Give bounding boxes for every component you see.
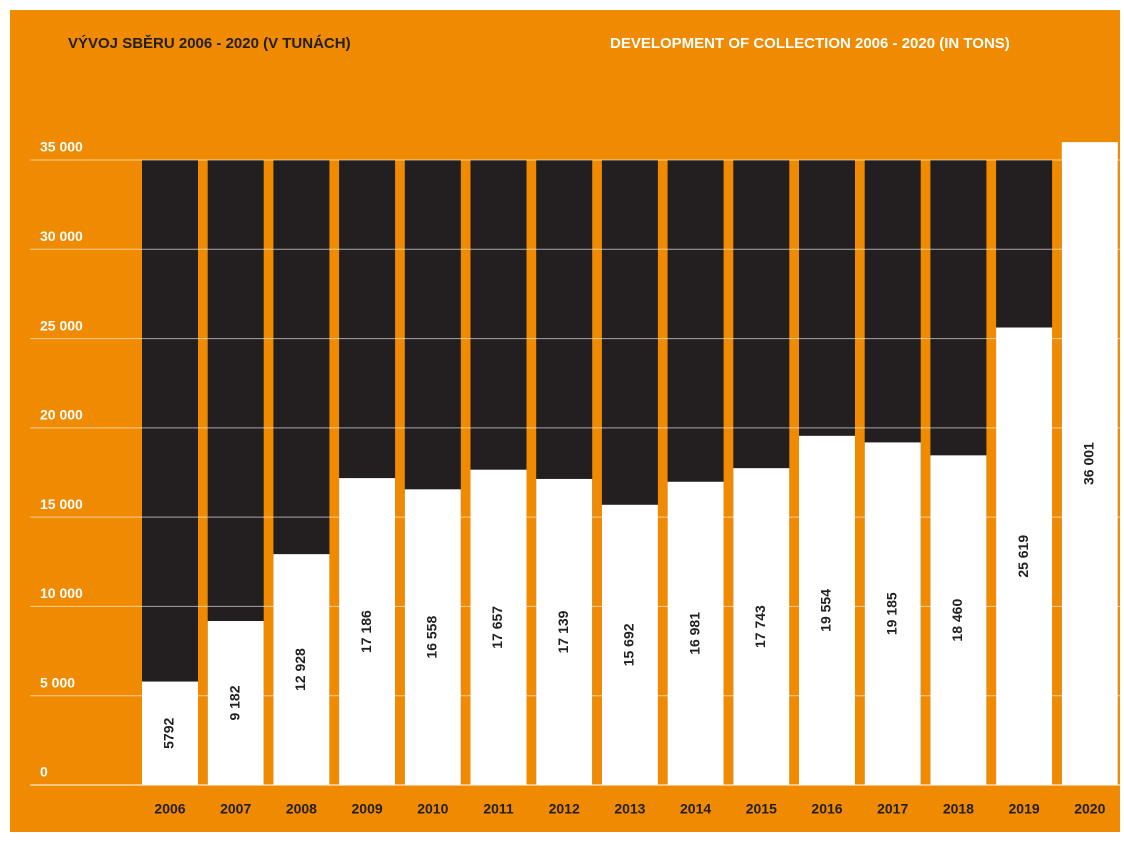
value-label: 17 743 [752,605,768,648]
x-tick-label: 2014 [680,801,711,817]
chart-subtitle: DEVELOPMENT OF COLLECTION 2006 - 2020 (I… [610,35,1010,52]
value-label: 19 554 [818,589,834,632]
x-tick-label: 2007 [220,801,251,817]
chart-title: VÝVOJ SBĚRU 2006 - 2020 (V TUNÁCH) [68,34,351,52]
y-tick-label: 20 000 [40,407,83,423]
bar [1061,142,1118,785]
bar [733,468,790,785]
value-label: 16 981 [686,612,702,655]
value-label: 17 657 [489,606,505,649]
value-label: 17 186 [358,610,374,653]
bar [799,435,855,785]
y-tick-label: 5 000 [40,674,75,690]
x-tick-label: 2006 [154,801,185,817]
bar [273,554,330,785]
value-label: 19 185 [883,592,899,635]
bar [930,455,987,785]
x-tick-label: 2009 [352,801,383,817]
y-tick-label: 35 000 [40,139,83,155]
y-tick-label: 10 000 [40,585,83,601]
bar [667,481,724,785]
y-tick-label: 30 000 [40,228,83,244]
x-tick-label: 2018 [943,801,974,817]
bar [142,681,198,785]
bar [996,327,1053,785]
value-label: 12 928 [292,648,308,691]
value-label: 36 001 [1081,442,1097,485]
bar [470,469,527,785]
value-label: 9 182 [226,685,242,720]
value-label: 18 460 [949,599,965,642]
x-tick-label: 2019 [1009,801,1040,817]
bar [536,478,593,785]
x-tick-label: 2017 [877,801,908,817]
x-tick-label: 2008 [286,801,317,817]
bar [339,478,396,785]
bar [404,489,461,785]
x-tick-label: 2010 [417,801,448,817]
bar-background [142,160,198,785]
x-tick-label: 2016 [811,801,842,817]
value-label: 17 139 [555,610,571,653]
value-label: 16 558 [424,616,440,659]
value-label: 25 619 [1015,535,1031,578]
x-tick-label: 2012 [549,801,580,817]
value-label: 15 692 [621,623,637,666]
bar [864,442,921,785]
x-tick-label: 2015 [746,801,777,817]
y-tick-label: 0 [40,764,48,780]
bar [207,621,264,785]
y-tick-label: 15 000 [40,496,83,512]
x-tick-label: 2013 [614,801,645,817]
value-label: 5792 [161,718,177,749]
x-tick-label: 2020 [1074,801,1105,817]
bar [601,504,658,785]
x-tick-label: 2011 [483,801,514,817]
y-tick-label: 25 000 [40,317,83,333]
